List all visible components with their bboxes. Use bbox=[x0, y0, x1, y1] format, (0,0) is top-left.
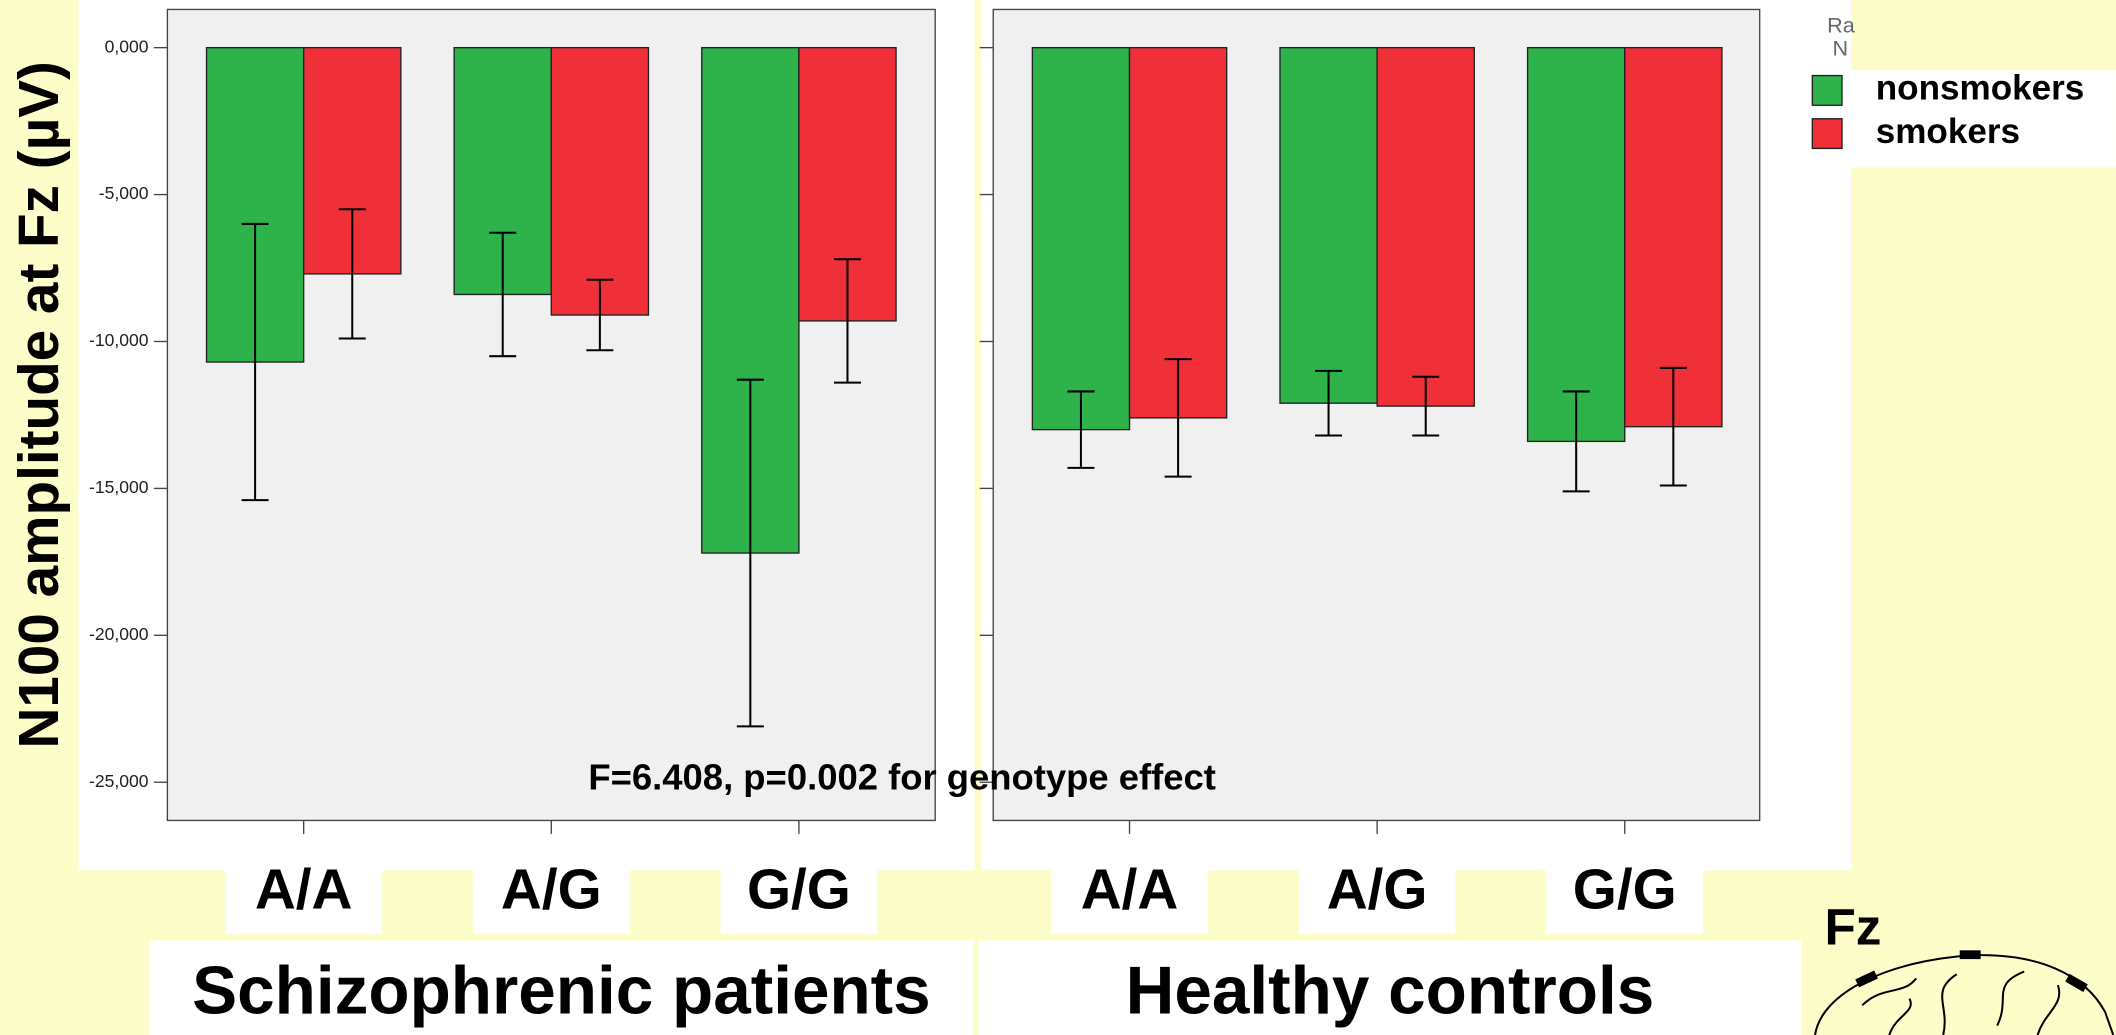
panel-separator bbox=[974, 0, 982, 871]
panel-label: Healthy controls bbox=[1126, 954, 1655, 1029]
y-axis-title: N100 amplitude at Fz (µV) bbox=[8, 61, 71, 748]
y-tick-label: -5,000 bbox=[99, 183, 149, 203]
x-tick-label: A/G bbox=[1327, 858, 1428, 921]
y-tick-label: -25,000 bbox=[89, 771, 149, 791]
electrode bbox=[1959, 950, 1981, 960]
legend-title: N bbox=[1833, 36, 1849, 61]
panel-label-background bbox=[149, 940, 973, 1035]
brain-sulci bbox=[1861, 970, 2061, 1035]
inset-label: Fz bbox=[1824, 899, 1881, 956]
error-bar bbox=[1067, 390, 1095, 469]
x-tick-label: G/G bbox=[1573, 858, 1677, 921]
annotation: F=6.408, p=0.002 for genotype effect bbox=[588, 757, 1216, 798]
electrode bbox=[1855, 970, 1878, 988]
error-bar bbox=[241, 222, 269, 502]
x-tick-label-background bbox=[1546, 850, 1704, 934]
x-tick-label-background bbox=[1051, 850, 1208, 934]
legend-box bbox=[1851, 70, 2116, 168]
error-bar bbox=[1412, 375, 1440, 437]
error-bar bbox=[338, 208, 366, 340]
x-tick-label-background bbox=[225, 850, 382, 934]
error-bar bbox=[833, 258, 861, 384]
error-bar bbox=[1164, 358, 1192, 478]
x-tick-label: A/A bbox=[255, 858, 353, 921]
x-tick-label: G/G bbox=[747, 858, 851, 921]
error-bar bbox=[1562, 390, 1590, 493]
brain-icon bbox=[1814, 950, 2115, 1035]
panel-label-background bbox=[978, 940, 1802, 1035]
error-bar bbox=[1315, 369, 1343, 437]
brain-outline bbox=[1814, 954, 2115, 1035]
y-tick-label: -20,000 bbox=[89, 624, 149, 644]
y-tick-label: 0,000 bbox=[105, 36, 149, 56]
legend-swatch bbox=[1811, 118, 1843, 150]
y-tick-label: -15,000 bbox=[89, 477, 149, 497]
error-bar bbox=[489, 231, 517, 358]
error-bar bbox=[586, 278, 614, 352]
error-bar bbox=[736, 378, 764, 728]
bar bbox=[1128, 46, 1228, 419]
bar bbox=[1376, 46, 1475, 407]
bar bbox=[1624, 46, 1723, 428]
legend-label: smokers bbox=[1876, 112, 2020, 151]
x-tick-label-background bbox=[1298, 850, 1456, 934]
y-tick-label: -10,000 bbox=[89, 330, 149, 350]
panel-label: Schizophrenic patients bbox=[192, 954, 931, 1029]
x-tick-label: A/G bbox=[501, 858, 602, 921]
bar bbox=[550, 46, 650, 316]
bar bbox=[1031, 46, 1131, 431]
bar bbox=[1279, 46, 1378, 404]
error-bar bbox=[1659, 366, 1687, 487]
legend-label: nonsmokers bbox=[1876, 69, 2085, 108]
legend-swatch bbox=[1811, 74, 1843, 106]
x-tick-label: A/A bbox=[1081, 858, 1179, 921]
x-tick-label-background bbox=[473, 850, 630, 934]
bar bbox=[1526, 46, 1626, 443]
legend-title: Ra bbox=[1827, 13, 1855, 38]
electrode bbox=[2065, 973, 2088, 992]
x-tick-label-background bbox=[720, 850, 878, 934]
